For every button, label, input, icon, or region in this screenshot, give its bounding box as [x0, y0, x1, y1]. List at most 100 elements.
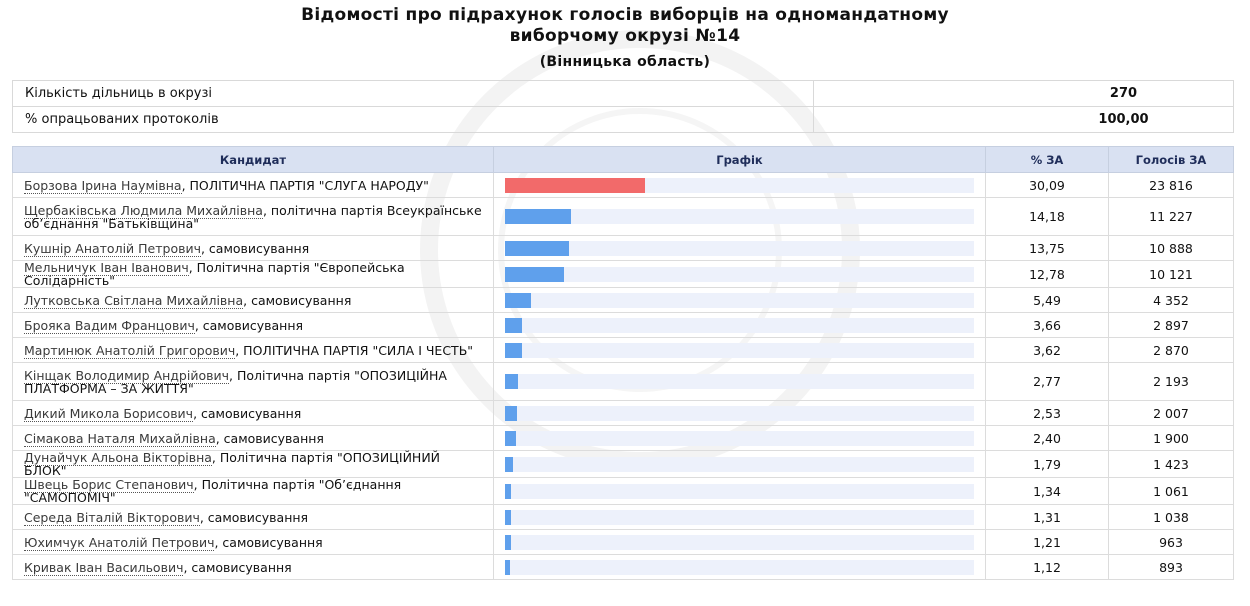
percent-value: 30,09	[985, 172, 1109, 198]
candidate-party: , самовисування	[214, 534, 323, 550]
processed-value: 100,00	[813, 106, 1234, 133]
bar-track	[505, 209, 974, 224]
bar-cell	[493, 172, 986, 198]
candidate-name-link[interactable]: Дунайчук Альона Вікторівна	[24, 450, 212, 466]
candidate-cell: Юхимчук Анатолій Петрович, самовисування	[12, 529, 494, 555]
bar-track	[505, 483, 974, 499]
candidate-name-link[interactable]: Дикий Микола Борисович	[24, 405, 194, 422]
vote-share-bar	[505, 559, 511, 575]
bar-cell	[493, 477, 986, 505]
vote-share-bar	[505, 342, 522, 358]
percent-value: 14,18	[985, 197, 1109, 236]
vote-share-bar	[505, 430, 517, 446]
percent-value: 3,62	[985, 337, 1109, 363]
percent-value: 1,79	[985, 450, 1109, 478]
candidate-name-link[interactable]: Борзова Ірина Наумівна	[24, 177, 182, 194]
bar-cell	[493, 235, 986, 261]
candidate-row: Сімакова Наталя Михайлівна, самовисуванн…	[12, 425, 1234, 451]
candidate-name-link[interactable]: Юхимчук Анатолій Петрович	[24, 534, 215, 551]
percent-value: 3,66	[985, 312, 1109, 338]
candidate-cell: Щербаківська Людмила Михайлівна, політич…	[12, 197, 494, 236]
candidate-name-link[interactable]: Швець Борис Степанович	[24, 477, 194, 493]
vote-share-bar	[505, 483, 512, 499]
percent-value: 1,21	[985, 529, 1109, 555]
candidate-name-link[interactable]: Кінщак Володимир Андрійович	[24, 367, 229, 384]
candidate-row: Дунайчук Альона Вікторівна, Політична па…	[12, 450, 1234, 478]
page-title: Відомості про підрахунок голосів виборці…	[301, 5, 949, 46]
votes-value: 1 038	[1108, 504, 1234, 530]
results-body: Борзова Ірина Наумівна, ПОЛІТИЧНА ПАРТІЯ…	[12, 172, 1234, 580]
candidate-cell: Сімакова Наталя Михайлівна, самовисуванн…	[12, 425, 494, 451]
candidate-cell: Кінщак Володимир Андрійович, Політична п…	[12, 362, 494, 401]
candidate-name-link[interactable]: Середа Віталій Вікторович	[24, 509, 200, 526]
bar-track	[505, 292, 974, 308]
bar-track	[505, 534, 974, 550]
candidate-cell: Дикий Микола Борисович, самовисування	[12, 400, 494, 426]
candidate-party: , ПОЛІТИЧНА ПАРТІЯ "СЛУГА НАРОДУ"	[181, 177, 429, 193]
bar-cell	[493, 425, 986, 451]
candidate-cell: Кривак Іван Васильович, самовисування	[12, 554, 494, 580]
percent-value: 1,12	[985, 554, 1109, 580]
candidate-name-link[interactable]: Кривак Іван Васильович	[24, 559, 184, 576]
votes-value: 11 227	[1108, 197, 1234, 236]
vote-share-bar	[505, 456, 514, 472]
candidate-party: , ПОЛІТИЧНА ПАРТІЯ "СИЛА І ЧЕСТЬ"	[235, 342, 474, 358]
vote-share-bar	[505, 177, 645, 193]
stations-label: Кількість дільниць в окрузі	[12, 80, 814, 107]
votes-value: 2 193	[1108, 362, 1234, 401]
votes-value: 963	[1108, 529, 1234, 555]
votes-value: 1 900	[1108, 425, 1234, 451]
vote-share-bar	[505, 509, 512, 525]
bar-cell	[493, 554, 986, 580]
candidate-name-link[interactable]: Кушнір Анатолій Петрович	[24, 240, 201, 257]
bar-track	[505, 559, 974, 575]
candidate-party: , самовисування	[215, 430, 324, 446]
candidate-name-link[interactable]: Мартинюк Анатолій Григорович	[24, 342, 236, 359]
votes-value: 10 121	[1108, 260, 1234, 288]
candidate-name-link[interactable]: Брояка Вадим Францович	[24, 317, 195, 334]
candidate-row: Дикий Микола Борисович, самовисування 2,5…	[12, 400, 1234, 426]
candidate-row: Брояка Вадим Францович, самовисування 3,6…	[12, 312, 1234, 338]
candidate-name-link[interactable]: Лутковська Світлана Михайлівна	[24, 292, 244, 309]
bar-track	[505, 509, 974, 525]
candidate-party: , Політична партія "Європейська Солідарн…	[24, 260, 405, 288]
votes-value: 4 352	[1108, 287, 1234, 313]
candidate-row: Мартинюк Анатолій Григорович, ПОЛІТИЧНА …	[12, 337, 1234, 363]
votes-value: 10 888	[1108, 235, 1234, 261]
percent-value: 2,77	[985, 362, 1109, 401]
bar-cell	[493, 287, 986, 313]
candidate-name-link[interactable]: Мельничук Іван Іванович	[24, 260, 189, 276]
candidate-row: Кривак Іван Васильович, самовисування 1,1…	[12, 554, 1234, 580]
bar-track	[505, 405, 974, 421]
candidate-party: , політична партія Всеукраїнське об’єдна…	[24, 202, 482, 231]
bar-cell	[493, 312, 986, 338]
bar-track	[505, 266, 974, 282]
percent-value: 5,49	[985, 287, 1109, 313]
summary-row-stations: Кількість дільниць в окрузі 270	[12, 80, 1234, 107]
votes-value: 1 061	[1108, 477, 1234, 505]
vote-share-bar	[505, 317, 523, 333]
candidate-cell: Борзова Ірина Наумівна, ПОЛІТИЧНА ПАРТІЯ…	[12, 172, 494, 198]
candidate-row: Мельничук Іван Іванович, Політична парті…	[12, 260, 1234, 288]
candidate-row: Середа Віталій Вікторович, самовисування…	[12, 504, 1234, 530]
bar-cell	[493, 362, 986, 401]
column-header-candidate: Кандидат	[12, 146, 494, 173]
candidate-row: Щербаківська Людмила Михайлівна, політич…	[12, 197, 1234, 236]
candidate-cell: Мартинюк Анатолій Григорович, ПОЛІТИЧНА …	[12, 337, 494, 363]
candidate-name-link[interactable]: Сімакова Наталя Михайлівна	[24, 430, 216, 447]
column-header-votes: Голосів ЗА	[1108, 146, 1234, 173]
candidate-row: Кінщак Володимир Андрійович, Політична п…	[12, 362, 1234, 401]
bar-track	[505, 240, 974, 256]
vote-share-bar	[505, 209, 571, 224]
bar-track	[505, 374, 974, 389]
candidate-cell: Мельничук Іван Іванович, Політична парті…	[12, 260, 494, 288]
candidate-cell: Лутковська Світлана Михайлівна, самовису…	[12, 287, 494, 313]
vote-share-bar	[505, 405, 517, 421]
candidate-name-link[interactable]: Щербаківська Людмила Михайлівна	[24, 202, 263, 219]
vote-share-bar	[505, 266, 565, 282]
candidate-row: Кушнір Анатолій Петрович, самовисування 1…	[12, 235, 1234, 261]
column-header-chart: Графік	[493, 146, 986, 173]
candidate-party: , самовисування	[199, 509, 309, 525]
region-subtitle: (Вінницька область)	[539, 54, 711, 70]
percent-value: 2,40	[985, 425, 1109, 451]
